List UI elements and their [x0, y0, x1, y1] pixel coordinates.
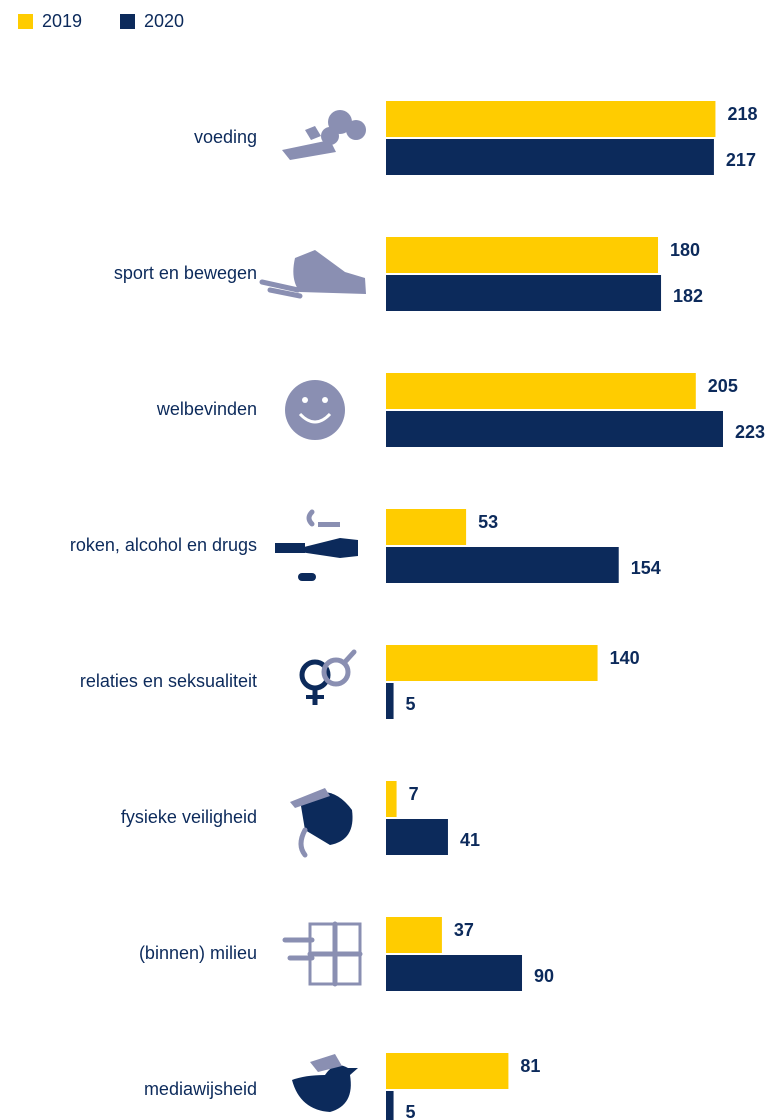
bar [386, 237, 659, 273]
bar [386, 101, 716, 137]
bar [386, 781, 397, 817]
bar [386, 683, 394, 719]
icons [259, 110, 366, 1112]
bar [386, 373, 696, 409]
category-label: voeding [194, 127, 257, 147]
icon-shoe [259, 250, 366, 299]
bar [386, 275, 662, 311]
bar [386, 547, 619, 583]
category-label: roken, alcohol en drugs [70, 535, 257, 555]
value-label: 140 [610, 648, 640, 668]
category-label: sport en bewegen [114, 263, 257, 283]
value-label: 5 [406, 694, 416, 714]
bar [386, 917, 442, 953]
value-label: 205 [708, 376, 738, 396]
value-label: 90 [534, 966, 554, 986]
icon-drugs [275, 509, 358, 581]
icon-food [282, 110, 366, 160]
bar [386, 139, 714, 175]
legend-swatch [120, 14, 135, 29]
legend-swatch [18, 14, 33, 29]
value-label: 218 [727, 104, 757, 124]
bar [386, 1091, 394, 1120]
category-label: (binnen) milieu [139, 943, 257, 963]
icon-window [282, 921, 363, 987]
value-label: 41 [460, 830, 480, 850]
value-label: 7 [409, 784, 419, 804]
bar [386, 645, 598, 681]
value-label: 154 [631, 558, 661, 578]
value-label: 182 [673, 286, 703, 306]
category-label: relaties en seksualiteit [80, 671, 257, 691]
legend-label: 2020 [144, 11, 184, 31]
icon-bird [292, 1054, 358, 1112]
bar [386, 509, 467, 545]
category-label: fysieke veiligheid [121, 807, 257, 827]
value-label: 53 [478, 512, 498, 532]
icon-helmet [290, 788, 353, 858]
value-label: 180 [670, 240, 700, 260]
value-label: 217 [726, 150, 756, 170]
legend-label: 2019 [42, 11, 82, 31]
value-label: 5 [406, 1102, 416, 1120]
bar [386, 955, 523, 991]
bar [386, 819, 448, 855]
category-label: mediawijsheid [144, 1079, 257, 1099]
value-label: 223 [735, 422, 765, 442]
icon-gender [299, 649, 357, 705]
icon-smiley [285, 380, 345, 440]
category-label: welbevinden [156, 399, 257, 419]
value-label: 37 [454, 920, 474, 940]
bar [386, 1053, 509, 1089]
bar [386, 411, 723, 447]
value-label: 81 [520, 1056, 540, 1076]
